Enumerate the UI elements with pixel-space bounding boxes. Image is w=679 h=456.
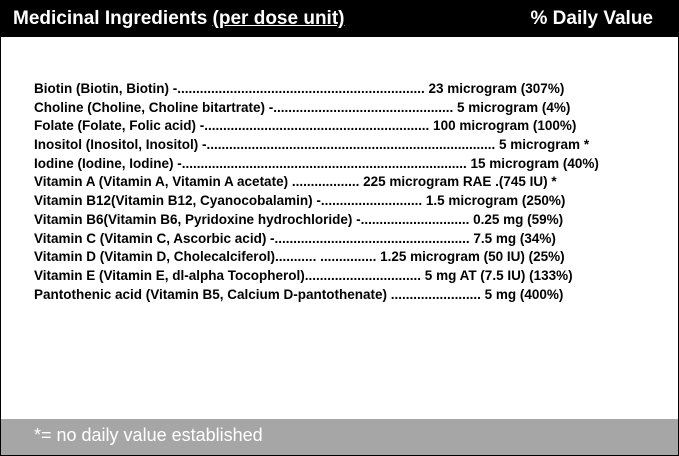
ingredient-row: Folate (Folate, Folic acid) -...........… xyxy=(34,118,577,134)
ingredient-row: Vitamin B6(Vitamin B6, Pyridoxine hydroc… xyxy=(34,211,564,227)
ingredient-list: Biotin (Biotin, Biotin) -...............… xyxy=(34,80,654,304)
daily-value-heading: % Daily Value xyxy=(530,8,653,29)
ingredient-row: Vitamin E (Vitamin E, dl-alpha Tocophero… xyxy=(34,267,573,283)
header-title-qualifier: (per dose unit) xyxy=(212,8,345,29)
ingredient-row: Vitamin A (Vitamin A, Vitamin A acetate)… xyxy=(34,174,557,190)
ingredient-row: Pantothenic acid (Vitamin B5, Calcium D-… xyxy=(34,286,564,302)
ingredient-row: Vitamin B12(Vitamin B12, Cyanocobalamin)… xyxy=(34,193,566,209)
ingredient-row: Choline (Choline, Choline bitartrate) -.… xyxy=(34,99,571,115)
ingredient-row: Biotin (Biotin, Biotin) -...............… xyxy=(34,81,565,96)
footer-bar: *= no daily value established xyxy=(1,419,678,455)
footer-note: *= no daily value established xyxy=(34,425,263,445)
header-title-group: Medicinal Ingredients (per dose unit) xyxy=(13,8,345,30)
ingredient-row: Vitamin D (Vitamin D, Cholecalciferol)..… xyxy=(34,249,565,265)
header-bar: Medicinal Ingredients (per dose unit) % … xyxy=(1,1,678,37)
ingredient-row: Iodine (Iodine, Iodine) -...............… xyxy=(34,155,599,171)
ingredient-row: Vitamin C (Vitamin C, Ascorbic acid) -..… xyxy=(34,230,556,246)
ingredient-row: Inositol (Inositol, Inositol) -.........… xyxy=(34,137,590,153)
header-title: Medicinal Ingredients xyxy=(13,8,208,29)
